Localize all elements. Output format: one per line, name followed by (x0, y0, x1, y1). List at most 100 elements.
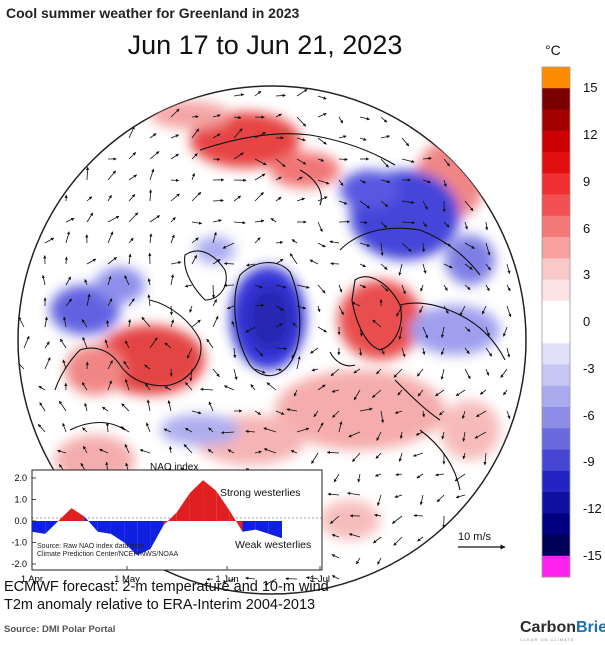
nao-area-segment (124, 521, 138, 556)
nao-area-segment (110, 521, 125, 543)
scandinavia-coast (351, 276, 402, 351)
brand-name-b: Brief (576, 619, 605, 636)
wind-vector (338, 179, 344, 186)
wind-vector (211, 284, 216, 299)
wind-vector (506, 347, 511, 358)
coastlines (54, 133, 506, 491)
wind-vector (462, 452, 466, 460)
nao-index-inset: 2.0 1.0 0.0 -1.0 -2.0 1 Apr 1 May 1 Jun 1 Jul (11, 469, 330, 585)
wind-vector (443, 221, 450, 228)
wind-vector (107, 215, 120, 223)
wind-vector (380, 242, 384, 256)
colorbar-swatch (542, 88, 570, 110)
wind-vector (233, 128, 243, 139)
nao-x-tick-label: 1 Jun (215, 574, 238, 585)
wind-vector (398, 452, 403, 462)
wind-vector (184, 284, 193, 288)
wind-vector (233, 115, 242, 120)
wind-vector (338, 305, 344, 316)
wind-vector (146, 399, 151, 412)
colorbar-swatch (542, 385, 570, 408)
colorbar-swatch (542, 534, 570, 557)
wind-vector (62, 422, 67, 433)
wind-vector (415, 431, 424, 436)
wind-vector (275, 158, 286, 168)
wind-vector (422, 156, 432, 161)
wind-vector (146, 422, 151, 433)
nao-area-segment (176, 493, 190, 521)
nao-area-segment (45, 521, 59, 534)
wind-vector (311, 452, 319, 464)
wind-vector (170, 261, 182, 265)
wind-vector (227, 449, 235, 454)
wind-vector (374, 513, 382, 517)
wind-vector (41, 274, 46, 286)
wind-vector (107, 256, 117, 265)
wind-vector (422, 221, 428, 228)
wind-vector (441, 431, 445, 440)
wind-vector (353, 389, 361, 401)
wind-vector (332, 410, 340, 418)
wind-vector (506, 410, 511, 420)
wind-vector (64, 256, 68, 265)
wind-vector (208, 427, 214, 433)
wind-vector (82, 336, 88, 349)
wind-vector (220, 431, 235, 435)
wind-vector (275, 368, 283, 372)
wind-vector (464, 326, 471, 332)
wind-vector (275, 305, 284, 311)
wind-vector (443, 263, 453, 269)
wind-vector (439, 410, 445, 416)
wind-vector (481, 305, 487, 315)
colorbar-swatch (542, 470, 570, 493)
wind-vector (330, 368, 340, 377)
wind-vector (168, 446, 173, 454)
wind-vector (359, 326, 363, 337)
wind-vector (107, 194, 112, 202)
wind-vector (289, 253, 298, 265)
wind-vector (305, 576, 319, 580)
greenland-coast (234, 262, 301, 377)
wind-vector (163, 428, 172, 433)
wind-vector (226, 305, 235, 310)
wind-vector (394, 410, 403, 414)
wind-vector (338, 200, 348, 205)
wind-vector (399, 431, 403, 439)
wind-vector (422, 263, 427, 274)
wind-vector (124, 378, 130, 391)
colorbar-swatch (542, 67, 570, 89)
wind-vector (254, 410, 261, 415)
colorbar-swatch (542, 364, 570, 387)
wind-vector (485, 242, 491, 256)
colorbar-swatch (542, 194, 570, 217)
nao-area-segment (97, 521, 111, 534)
wind-vector (401, 200, 415, 204)
wind-vector (39, 402, 46, 412)
nao-area-segment (137, 521, 151, 556)
wind-vector (107, 231, 114, 244)
wind-vector (397, 389, 403, 396)
wind-vector (296, 176, 303, 181)
wind-vector (317, 113, 327, 118)
wind-vector (485, 326, 490, 337)
wind-vector (84, 279, 88, 286)
wind-vector (401, 347, 406, 358)
wind-vector (128, 152, 137, 160)
wind-vector (120, 426, 130, 433)
wind-vector (275, 346, 288, 351)
wind-vector (212, 157, 221, 161)
wind-vector (454, 473, 466, 482)
wind-vector (377, 494, 382, 507)
wind-vector (170, 234, 175, 244)
wind-vector (417, 536, 424, 542)
wind-vector (125, 340, 130, 349)
wind-vector (464, 368, 471, 380)
wind-vector (231, 320, 235, 328)
wind-vector (223, 283, 235, 287)
wind-vector (464, 221, 468, 230)
colorbar-tick-label: 12 (583, 127, 598, 142)
wind-vector (479, 389, 487, 395)
wind-vector (380, 410, 385, 424)
wind-vector (127, 319, 132, 328)
wind-vector (440, 326, 445, 339)
